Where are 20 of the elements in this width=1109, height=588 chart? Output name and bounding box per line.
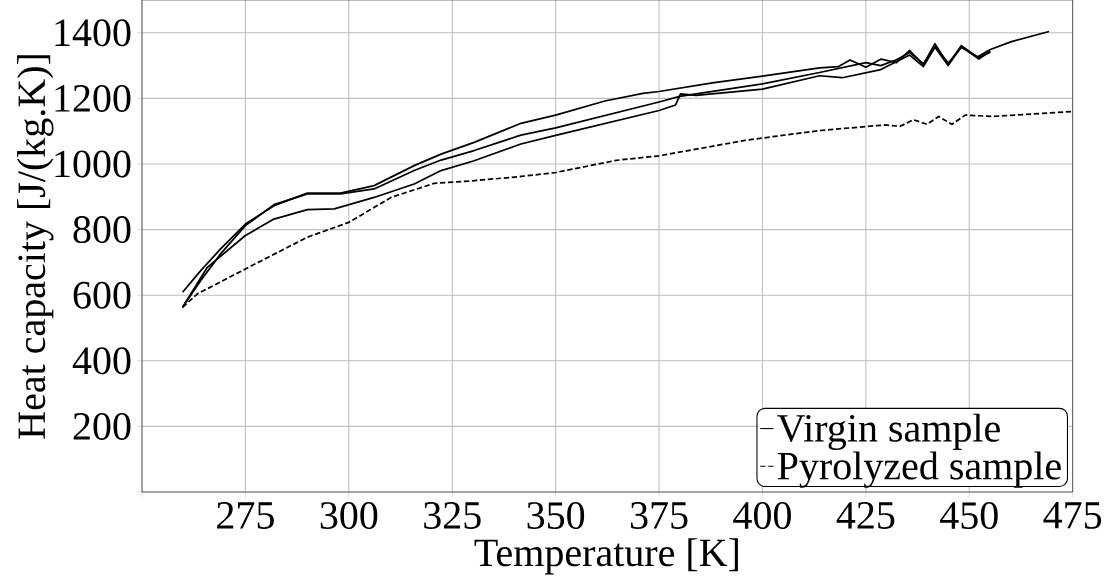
y-tick-label: 1200	[55, 84, 131, 112]
y-tick-label: 1400	[55, 19, 131, 47]
x-tick-label: 325	[424, 502, 481, 529]
x-tick-label: 425	[836, 502, 895, 529]
y-tick-label: 400	[72, 347, 131, 375]
x-tick-label: 350	[527, 502, 585, 530]
y-tick-label: 800	[73, 216, 131, 244]
legend-label: Virgin sample	[777, 413, 1000, 451]
y-tick-label: 200	[73, 412, 131, 440]
x-tick-label: 450	[940, 502, 998, 530]
y-tick-label: 1000	[55, 150, 131, 178]
x-axis-title: Temperature [K]	[474, 538, 738, 575]
x-tick-label: 475	[1043, 502, 1102, 529]
x-tick-label: 375	[630, 502, 688, 529]
x-tick-label: 275	[217, 502, 274, 529]
legend-label: Pyrolyzed sample	[777, 451, 1061, 488]
x-tick-label: 300	[320, 502, 378, 530]
x-tick-label: 400	[733, 502, 791, 530]
y-axis-title: Heat capacity [J/(kg.K)]	[17, 55, 54, 439]
y-tick-label: 600	[73, 281, 131, 309]
